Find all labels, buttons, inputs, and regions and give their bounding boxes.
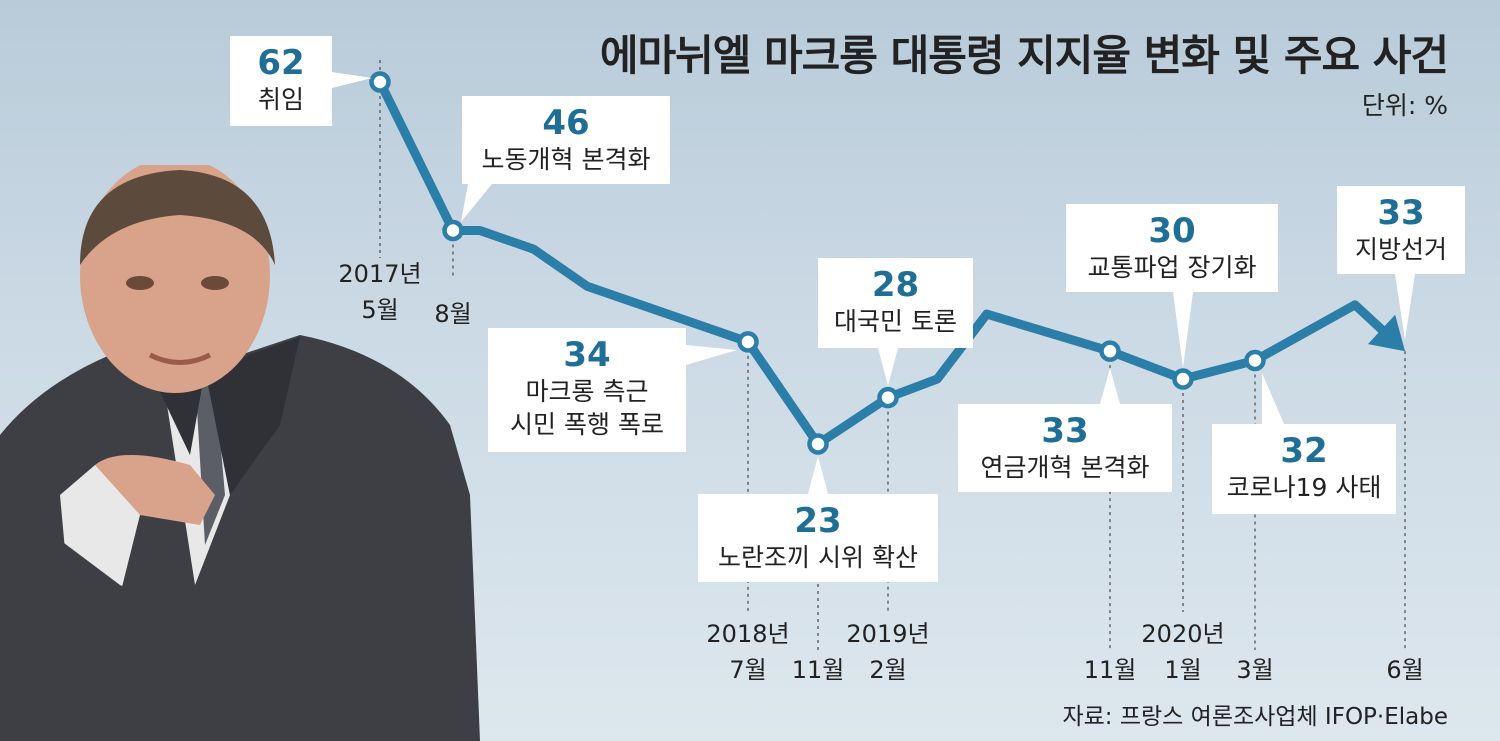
annotation-pointer xyxy=(461,184,492,222)
data-point-marker xyxy=(1244,349,1266,372)
date-label: 2020년 xyxy=(1141,620,1224,648)
chart-title: 에마뉘엘 마크롱 대통령 지지율 변화 및 주요 사건 xyxy=(599,31,1449,80)
data-point-marker xyxy=(442,219,464,242)
annotation-value: 62 xyxy=(257,43,304,83)
annotation-background xyxy=(1337,186,1465,274)
source-label: 자료: 프랑스 여론조사업체 IFOP·Elabe xyxy=(1062,704,1448,730)
annotation-pointer xyxy=(1100,368,1120,404)
date-label: 7월 xyxy=(729,656,766,684)
annotation-pointer xyxy=(1395,274,1415,340)
annotation-background xyxy=(698,494,938,582)
annotation-value: 32 xyxy=(1280,431,1327,471)
president-photo xyxy=(0,165,480,741)
date-label: 2월 xyxy=(869,656,906,684)
annotation-background xyxy=(230,36,332,126)
annotation-pointer xyxy=(332,72,372,88)
annotation-pointer xyxy=(878,348,898,386)
annotation-label: 교통파업 장기화 xyxy=(1088,253,1257,282)
date-label: 1월 xyxy=(1164,656,1201,684)
annotation-pointer xyxy=(686,345,737,365)
annotation-label: 마크롱 측근 xyxy=(526,377,649,406)
data-point-marker xyxy=(737,331,759,353)
data-markers xyxy=(369,71,1266,455)
annotation-label: 노란조끼 시위 확산 xyxy=(718,543,918,572)
annotation-label: 노동개혁 본격화 xyxy=(482,145,651,174)
date-label: 11월 xyxy=(792,656,845,684)
date-label: 8월 xyxy=(434,300,471,328)
date-label: 11월 xyxy=(1084,656,1137,684)
annotation-label: 취임 xyxy=(258,85,304,114)
unit-label: 단위: % xyxy=(1361,91,1448,120)
annotation-value: 30 xyxy=(1148,211,1195,251)
annotation-label: 코로나19 사태 xyxy=(1227,473,1382,502)
annotation-background xyxy=(1212,424,1396,514)
annotation-background xyxy=(818,258,973,348)
annotation-value: 34 xyxy=(563,335,610,375)
annotation-background xyxy=(488,328,686,452)
annotation-value: 28 xyxy=(872,265,919,305)
annotation-pointer xyxy=(1173,292,1193,368)
date-label: 5월 xyxy=(361,296,398,324)
annotation-pointer xyxy=(808,456,828,494)
data-point-marker xyxy=(1172,368,1194,390)
annotation-value: 33 xyxy=(1377,193,1424,233)
date-label: 2019년 xyxy=(846,620,929,648)
date-label: 6월 xyxy=(1386,656,1423,684)
annotation-background xyxy=(1066,204,1278,292)
annotation-label: 연금개혁 본격화 xyxy=(981,453,1150,482)
data-point-marker xyxy=(1099,340,1121,362)
annotation-background xyxy=(462,96,670,184)
annotation-label: 시민 폭행 폭로 xyxy=(510,410,664,439)
series-arrowhead xyxy=(1367,314,1405,352)
annotation-label: 대국민 토론 xyxy=(834,307,957,336)
annotation-value: 46 xyxy=(542,103,589,143)
annotation-pointer xyxy=(1262,373,1284,424)
date-label: 2017년 xyxy=(338,260,421,288)
date-label: 3월 xyxy=(1236,656,1273,684)
annotation-label: 지방선거 xyxy=(1355,235,1447,264)
data-point-marker xyxy=(369,71,391,93)
annotation-background xyxy=(958,404,1172,492)
date-label: 2018년 xyxy=(706,620,789,648)
data-point-marker xyxy=(877,386,899,409)
annotation-value: 23 xyxy=(794,501,841,541)
data-point-marker xyxy=(807,433,829,455)
annotation-value: 33 xyxy=(1041,411,1088,451)
